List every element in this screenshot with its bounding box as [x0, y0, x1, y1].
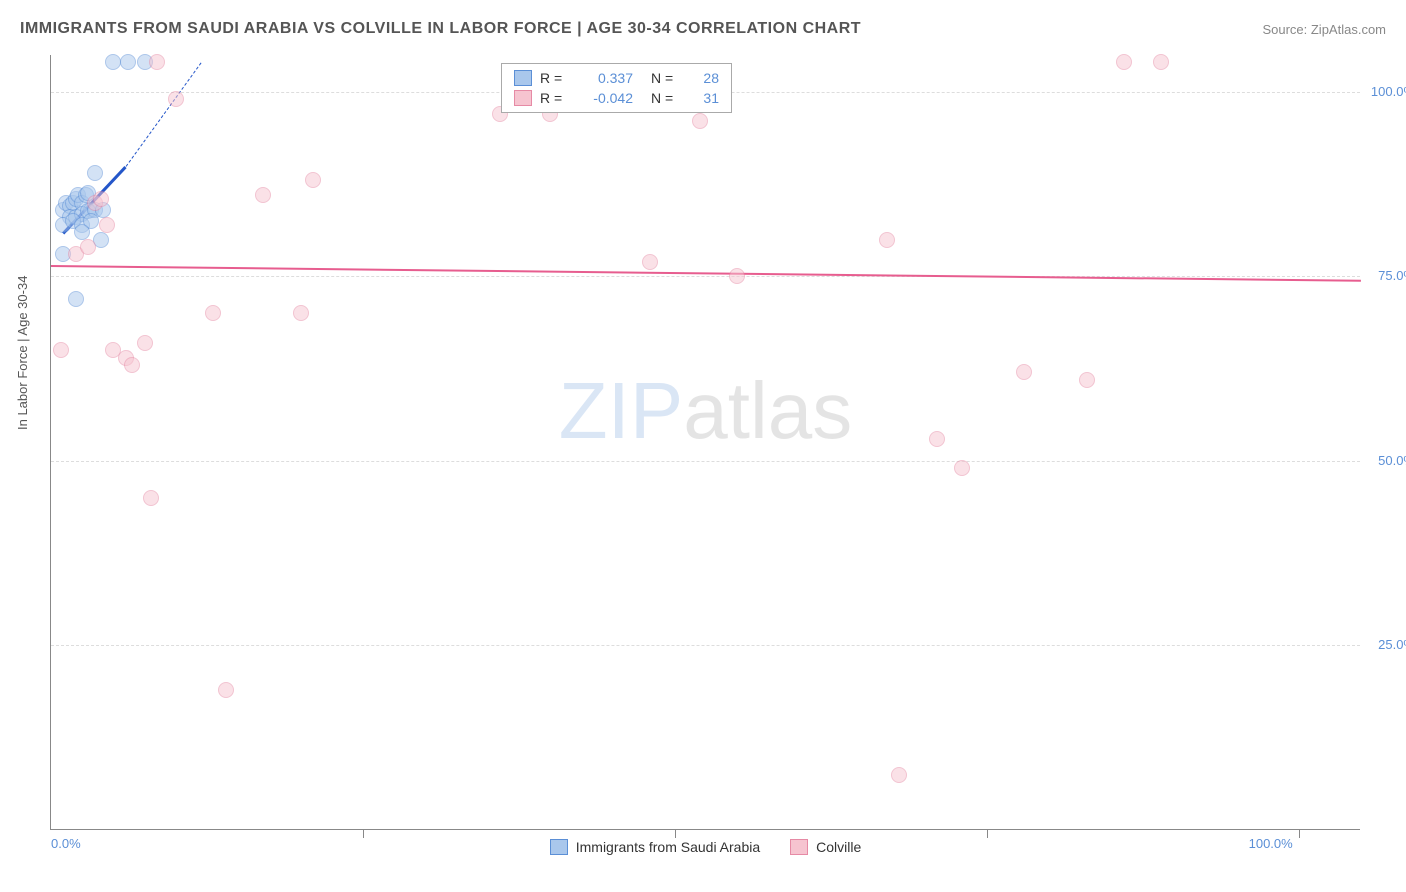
data-point — [255, 187, 271, 203]
data-point — [168, 91, 184, 107]
trend-line — [125, 63, 201, 167]
data-point — [105, 54, 121, 70]
trend-line — [51, 265, 1361, 282]
ytick-label: 75.0% — [1378, 268, 1406, 283]
watermark-atlas: atlas — [683, 366, 852, 455]
ytick-label: 100.0% — [1371, 84, 1406, 99]
swatch-icon — [514, 70, 532, 86]
data-point — [74, 224, 90, 240]
y-axis-label: In Labor Force | Age 30-34 — [15, 276, 30, 430]
data-point — [124, 357, 140, 373]
ytick-label: 50.0% — [1378, 453, 1406, 468]
swatch-icon — [550, 839, 568, 855]
series-label: Colville — [816, 839, 861, 855]
xtick-mark — [675, 830, 676, 838]
chart-title: IMMIGRANTS FROM SAUDI ARABIA VS COLVILLE… — [20, 20, 861, 38]
stats-legend-row: R = 0.337 N = 28 — [514, 68, 719, 88]
xtick-mark — [1299, 830, 1300, 838]
data-point — [149, 54, 165, 70]
series-label: Immigrants from Saudi Arabia — [576, 839, 760, 855]
watermark-zip: ZIP — [559, 366, 683, 455]
data-point — [1016, 364, 1032, 380]
r-value: 0.337 — [578, 70, 633, 86]
series-legend-item: Colville — [790, 839, 861, 855]
source-label: Source: ZipAtlas.com — [1262, 22, 1386, 37]
ytick-label: 25.0% — [1378, 637, 1406, 652]
data-point — [293, 305, 309, 321]
data-point — [642, 254, 658, 270]
data-point — [205, 305, 221, 321]
n-label: N = — [651, 90, 681, 106]
data-point — [1079, 372, 1095, 388]
r-label: R = — [540, 70, 570, 86]
data-point — [120, 54, 136, 70]
n-label: N = — [651, 70, 681, 86]
stats-legend-row: R = -0.042 N = 31 — [514, 88, 719, 108]
data-point — [99, 217, 115, 233]
swatch-icon — [790, 839, 808, 855]
data-point — [1153, 54, 1169, 70]
data-point — [53, 342, 69, 358]
data-point — [80, 239, 96, 255]
watermark: ZIPatlas — [559, 365, 852, 457]
data-point — [729, 268, 745, 284]
data-point — [954, 460, 970, 476]
data-point — [93, 191, 109, 207]
chart-area: ZIPatlas 25.0%50.0%75.0%100.0%0.0%100.0%… — [50, 55, 1360, 830]
swatch-icon — [514, 90, 532, 106]
data-point — [137, 335, 153, 351]
data-point — [891, 767, 907, 783]
xtick-mark — [987, 830, 988, 838]
gridline-h — [51, 645, 1360, 646]
stats-legend: R = 0.337 N = 28 R = -0.042 N = 31 — [501, 63, 732, 113]
data-point — [1116, 54, 1132, 70]
data-point — [87, 165, 103, 181]
data-point — [218, 682, 234, 698]
gridline-h — [51, 461, 1360, 462]
header: IMMIGRANTS FROM SAUDI ARABIA VS COLVILLE… — [20, 20, 1386, 38]
n-value: 31 — [689, 90, 719, 106]
data-point — [143, 490, 159, 506]
series-legend: Immigrants from Saudi Arabia Colville — [51, 839, 1360, 855]
n-value: 28 — [689, 70, 719, 86]
data-point — [305, 172, 321, 188]
data-point — [879, 232, 895, 248]
series-legend-item: Immigrants from Saudi Arabia — [550, 839, 760, 855]
data-point — [692, 113, 708, 129]
r-label: R = — [540, 90, 570, 106]
r-value: -0.042 — [578, 90, 633, 106]
data-point — [68, 291, 84, 307]
data-point — [929, 431, 945, 447]
xtick-mark — [363, 830, 364, 838]
